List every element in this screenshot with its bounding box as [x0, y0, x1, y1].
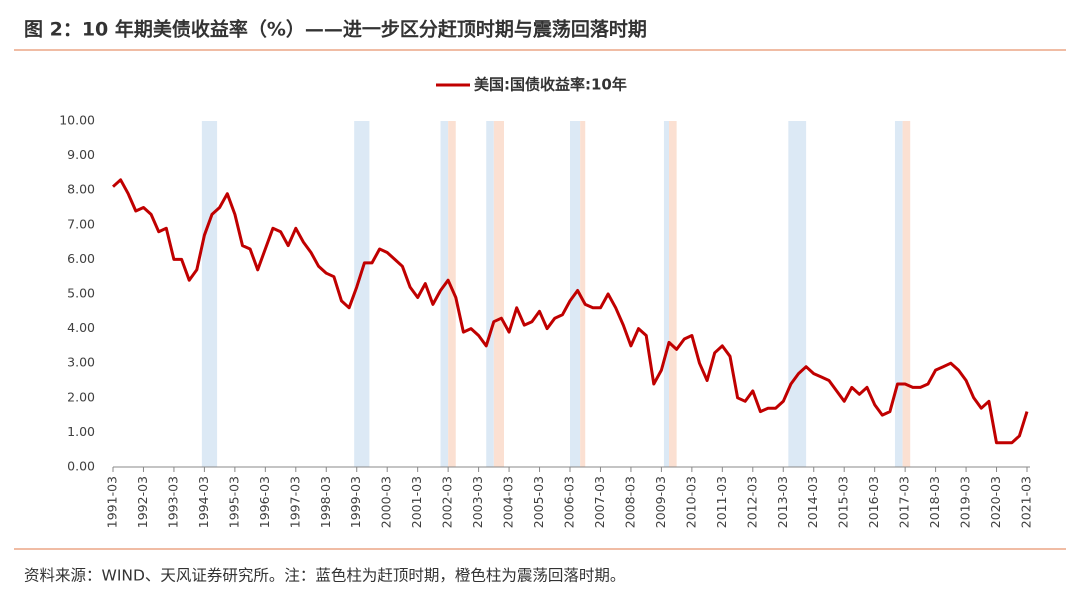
period-band [669, 121, 677, 467]
period-band [493, 121, 504, 467]
x-tick-label: 2003-03 [470, 476, 485, 528]
y-tick-label: 8.00 [67, 182, 95, 197]
x-tick-label: 2012-03 [744, 476, 759, 528]
x-tick-label: 2021-03 [1019, 476, 1034, 528]
y-tick-label: 5.00 [67, 286, 95, 301]
y-tick-label: 9.00 [67, 147, 95, 162]
x-tick-label: 2004-03 [501, 476, 516, 528]
x-tick-label: 2018-03 [927, 476, 942, 528]
x-tick-label: 2000-03 [379, 476, 394, 528]
x-tick-label: 2011-03 [714, 476, 729, 528]
x-tick-label: 1994-03 [196, 476, 211, 528]
y-tick-label: 3.00 [67, 355, 95, 370]
yield-line [111, 178, 1029, 445]
x-tick-label: 2008-03 [622, 476, 637, 528]
x-tick-label: 1999-03 [348, 476, 363, 528]
x-tick-label: 2015-03 [836, 476, 851, 528]
x-tick-label: 1997-03 [287, 476, 302, 528]
period-band [486, 121, 494, 467]
y-tick-label: 6.00 [67, 251, 95, 266]
x-tick-label: 2005-03 [531, 476, 546, 528]
source-note: 资料来源：WIND、天风证券研究所。注：蓝色柱为赶顶时期，橙色柱为震荡回落时期。 [24, 567, 625, 585]
x-tick-label: 1998-03 [318, 476, 333, 528]
period-band [663, 121, 670, 467]
period-band [902, 121, 911, 467]
y-tick-label: 0.00 [67, 459, 95, 474]
period-band [354, 121, 370, 467]
x-tick-label: 2020-03 [988, 476, 1003, 528]
x-tick-label: 1995-03 [226, 476, 241, 528]
x-tick-label: 2006-03 [562, 476, 577, 528]
period-band [580, 121, 586, 467]
x-tick-label: 2014-03 [805, 476, 820, 528]
x-tick-label: 2002-03 [440, 476, 455, 528]
x-tick-label: 2001-03 [409, 476, 424, 528]
figure-title: 图 2：10 年期美债收益率（%）——进一步区分赶顶时期与震荡回落时期 [24, 18, 647, 41]
x-tick-label: 1991-03 [105, 476, 120, 528]
y-tick-label: 10.00 [59, 113, 95, 128]
period-band [448, 121, 456, 467]
period-band [440, 121, 449, 467]
x-tick-label: 1996-03 [257, 476, 272, 528]
y-tick-label: 4.00 [67, 320, 95, 335]
y-tick-label: 2.00 [67, 389, 95, 404]
x-tick-label: 1993-03 [165, 476, 180, 528]
x-tick-label: 2009-03 [653, 476, 668, 528]
legend-label: 美国:国债收益率:10年 [474, 76, 627, 94]
period-band [788, 121, 807, 467]
x-tick-label: 2007-03 [592, 476, 607, 528]
y-tick-label: 1.00 [67, 424, 95, 439]
y-tick-label: 7.00 [67, 216, 95, 231]
x-tick-label: 2013-03 [775, 476, 790, 528]
x-tick-label: 2017-03 [897, 476, 912, 528]
period-band [201, 121, 218, 467]
x-tick-label: 1992-03 [135, 476, 150, 528]
x-tick-label: 2019-03 [958, 476, 973, 528]
period-band [894, 121, 903, 467]
x-tick-label: 2010-03 [683, 476, 698, 528]
x-tick-label: 2016-03 [866, 476, 881, 528]
